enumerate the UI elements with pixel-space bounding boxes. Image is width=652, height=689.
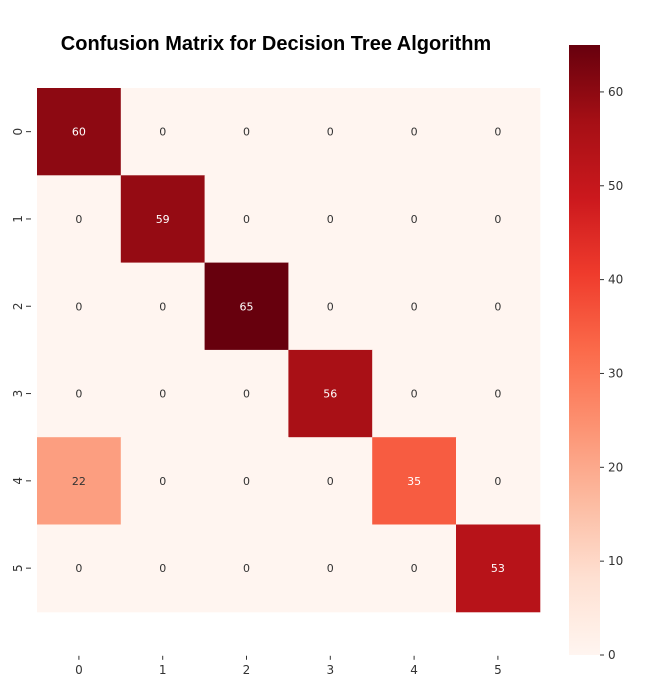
colorbar-tick-label: 60	[608, 85, 623, 99]
y-tick-label: 0	[11, 128, 25, 136]
colorbar-tick-label: 0	[608, 648, 616, 662]
heatmap-cell	[120, 437, 206, 525]
heatmap-cell	[204, 349, 289, 438]
heatmap-cell	[288, 524, 373, 613]
cell-value-label: 0	[159, 388, 166, 401]
cell-value-label: 0	[243, 126, 250, 139]
heatmap-cell	[37, 262, 122, 351]
cell-value-label: 65	[240, 300, 254, 313]
cell-value-label: 0	[75, 213, 82, 226]
heatmap-cell	[288, 175, 373, 264]
cell-value-label: 0	[159, 300, 166, 313]
colorbar-tick-label: 20	[608, 460, 623, 474]
heatmap-cell	[456, 437, 541, 525]
heatmap-cell	[204, 524, 289, 613]
cell-value-label: 0	[159, 126, 166, 139]
cell-value-label: 56	[323, 388, 337, 401]
cell-value-label: 0	[327, 213, 334, 226]
cell-value-label: 35	[407, 475, 421, 488]
x-tick-label: 3	[326, 663, 334, 677]
cell-value-label: 0	[243, 213, 250, 226]
heatmap-cell	[288, 437, 373, 525]
cell-value-label: 0	[327, 126, 334, 139]
heatmap-cell	[37, 349, 122, 438]
heatmap-cell	[204, 88, 289, 176]
heatmap-cell	[372, 262, 457, 351]
cell-value-label: 0	[411, 388, 418, 401]
cell-value-label: 0	[494, 213, 501, 226]
y-axis-ticks: 0 1 2 3 4 5	[11, 128, 31, 572]
x-tick-label: 2	[243, 663, 251, 677]
cell-value-label: 0	[243, 562, 250, 575]
cell-value-label: 0	[411, 213, 418, 226]
cell-value-label: 0	[75, 388, 82, 401]
heatmap-cell	[372, 349, 457, 438]
heatmap-cell	[372, 437, 457, 525]
heatmap-cell	[37, 524, 122, 613]
heatmap-cell	[204, 175, 289, 264]
cell-value-label: 0	[327, 475, 334, 488]
heatmap-cell	[456, 349, 541, 438]
y-tick-label: 3	[11, 390, 25, 398]
cell-value-label: 0	[159, 475, 166, 488]
cell-value-label: 60	[72, 126, 86, 139]
colorbar-tick-label: 10	[608, 554, 623, 568]
x-axis-ticks: 0 1 2 3 4 5	[75, 655, 502, 677]
heatmap-cell	[204, 437, 289, 525]
heatmap-cell	[120, 524, 206, 613]
cell-value-label: 0	[494, 475, 501, 488]
heatmap-cell	[37, 437, 122, 525]
heatmap-cell	[456, 175, 541, 264]
colorbar-tick-label: 30	[608, 366, 623, 380]
heatmap-grid: 60 0 0 0 0 0 0 59 0 0 0 0 0 0 65 0 0 0 0 0 0 56 0 0 22 0 0 0 35 0 0 0 0 0…	[37, 88, 541, 613]
colorbar-tick-label: 40	[608, 273, 623, 287]
heatmap-cell	[372, 88, 457, 176]
cell-value-label: 0	[411, 562, 418, 575]
x-tick-label: 0	[75, 663, 83, 677]
cell-value-label: 22	[72, 475, 86, 488]
heatmap-cell	[288, 88, 373, 176]
x-tick-label: 1	[159, 663, 167, 677]
heatmap-cell	[120, 175, 206, 264]
heatmap-cell	[456, 262, 541, 351]
heatmap-cell	[204, 262, 289, 351]
heatmap-cell	[456, 524, 541, 613]
heatmap-cell	[120, 262, 206, 351]
cell-value-label: 0	[411, 300, 418, 313]
colorbar-gradient	[569, 45, 600, 655]
colorbar-tick-label: 50	[608, 179, 623, 193]
heatmap-cell	[37, 175, 122, 264]
x-tick-label: 5	[494, 663, 502, 677]
cell-value-label: 0	[494, 300, 501, 313]
cell-value-label: 53	[491, 562, 505, 575]
heatmap-cell	[288, 262, 373, 351]
heatmap-cell	[120, 349, 206, 438]
heatmap-cell	[372, 524, 457, 613]
cell-value-label: 0	[75, 562, 82, 575]
y-tick-label: 4	[11, 477, 25, 485]
heatmap-cell	[37, 88, 122, 176]
y-tick-label: 2	[11, 302, 25, 310]
cell-value-label: 0	[411, 126, 418, 139]
cell-value-label: 0	[159, 562, 166, 575]
colorbar: 0 10 20 30 40 50 60	[569, 45, 623, 662]
cell-value-label: 0	[327, 562, 334, 575]
cell-value-label: 59	[156, 213, 170, 226]
heatmap-cell	[120, 88, 206, 176]
cell-value-label: 0	[243, 388, 250, 401]
heatmap-cell	[456, 88, 541, 176]
y-tick-label: 1	[11, 215, 25, 223]
chart-title: Confusion Matrix for Decision Tree Algor…	[61, 33, 491, 55]
x-tick-label: 4	[410, 663, 418, 677]
cell-value-label: 0	[327, 300, 334, 313]
cell-value-label: 0	[243, 475, 250, 488]
cell-value-label: 0	[75, 300, 82, 313]
y-tick-label: 5	[11, 564, 25, 572]
cell-value-label: 0	[494, 388, 501, 401]
heatmap-cell	[288, 349, 373, 438]
cell-value-label: 0	[494, 126, 501, 139]
heatmap-cell	[372, 175, 457, 264]
